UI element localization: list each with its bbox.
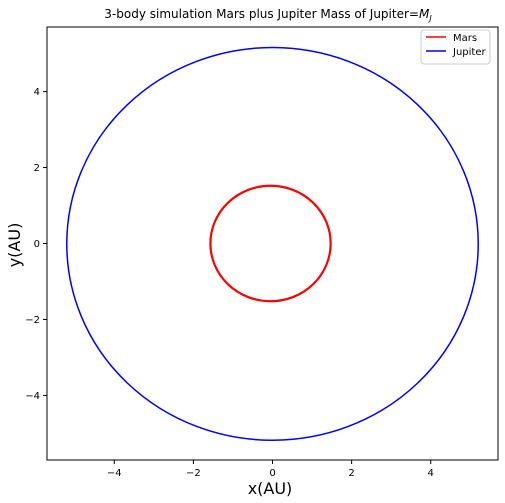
y-tick-label: 0 bbox=[34, 239, 40, 250]
chart-title-math-subscript: J bbox=[427, 14, 432, 23]
y-tick-label: 4 bbox=[34, 87, 40, 98]
x-tick-label: −4 bbox=[107, 468, 122, 479]
series-mars-orbit bbox=[209, 184, 332, 303]
legend-box bbox=[420, 29, 491, 65]
y-tick-label: −2 bbox=[25, 315, 40, 326]
plot-area: −4 −2 0 2 4 −4 −2 0 2 4 bbox=[25, 26, 499, 479]
x-tick-label: 4 bbox=[428, 468, 434, 479]
legend-label-jupiter: Jupiter bbox=[452, 47, 486, 58]
x-tick-label: −2 bbox=[186, 468, 201, 479]
ticks-layer: −4 −2 0 2 4 −4 −2 0 2 4 bbox=[25, 87, 434, 479]
legend-entries: Mars Jupiter bbox=[426, 33, 486, 58]
legend-label-mars: Mars bbox=[453, 33, 477, 44]
y-tick-label: −4 bbox=[25, 391, 40, 402]
legend: Mars Jupiter bbox=[420, 29, 491, 65]
x-tick-label: 0 bbox=[269, 468, 275, 479]
series-jupiter-orbit bbox=[66, 46, 479, 441]
plot-frame bbox=[46, 26, 499, 461]
x-axis-label: x(AU) bbox=[248, 479, 293, 498]
y-tick-label: 2 bbox=[34, 163, 40, 174]
x-tick-label: 2 bbox=[348, 468, 354, 479]
chart-title-text: 3-body simulation Mars plus Jupiter Mass… bbox=[104, 7, 419, 21]
series-layer bbox=[66, 46, 479, 441]
y-axis-label: y(AU) bbox=[5, 223, 24, 268]
chart-title-math-symbol: M bbox=[419, 7, 430, 21]
chart-title: 3-body simulation Mars plus Jupiter Mass… bbox=[104, 7, 432, 23]
